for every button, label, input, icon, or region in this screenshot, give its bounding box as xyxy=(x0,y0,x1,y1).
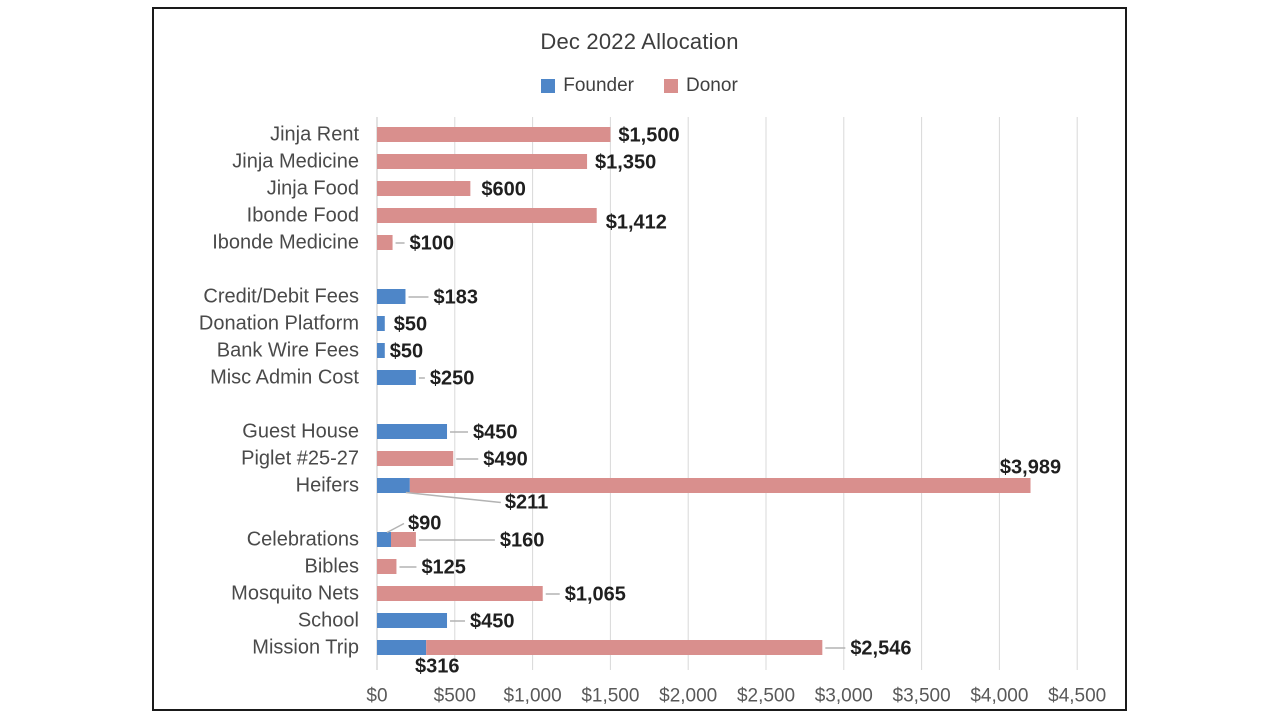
legend-label-donor: Donor xyxy=(686,75,738,96)
value-label-founder-credit-debit-fees: $183 xyxy=(433,287,478,309)
bar-founder-heifers xyxy=(377,478,410,493)
category-label-ibonde-food: Ibonde Food xyxy=(247,205,359,227)
bar-donor-celebrations xyxy=(391,532,416,547)
legend-item-founder: Founder xyxy=(541,75,634,97)
value-label-founder-misc-admin-cost: $250 xyxy=(430,368,475,390)
bar-founder-misc-admin-cost xyxy=(377,370,416,385)
value-label-donor-jinja-rent: $1,500 xyxy=(618,125,679,147)
bar-donor-ibonde-medicine xyxy=(377,235,393,250)
leader-line xyxy=(405,491,501,504)
x-tick-label: $1,500 xyxy=(581,686,639,706)
chart-frame: Dec 2022 Allocation Founder Donor $0 $500… xyxy=(152,7,1127,711)
category-label-donation-platform: Donation Platform xyxy=(199,313,359,335)
category-label-jinja-medicine: Jinja Medicine xyxy=(232,151,359,173)
bar-founder-guest-house xyxy=(377,424,448,439)
category-label-celebrations: Celebrations xyxy=(247,529,359,551)
x-tick-label: $4,000 xyxy=(970,686,1028,706)
value-label-founder-school: $450 xyxy=(470,611,515,633)
x-tick-label: $0 xyxy=(366,686,387,706)
bar-donor-mission-trip xyxy=(426,640,823,655)
bar-founder-donation-platform xyxy=(377,316,385,331)
value-label-donor-celebrations: $160 xyxy=(500,530,545,552)
category-label-mosquito-nets: Mosquito Nets xyxy=(231,583,359,605)
value-label-donor-bibles: $125 xyxy=(421,557,466,579)
bar-donor-heifers xyxy=(409,478,1031,493)
bar-founder-bank-wire-fees xyxy=(377,343,385,358)
value-label-donor-piglet-25-27: $490 xyxy=(483,449,528,471)
value-label-founder-heifers: $211 xyxy=(505,492,548,514)
x-tick-label: $3,500 xyxy=(893,686,951,706)
founder-swatch-icon xyxy=(541,79,556,93)
value-label-donor-ibonde-medicine: $100 xyxy=(410,233,455,255)
bar-donor-piglet-25-27 xyxy=(377,451,454,466)
x-tick-label: $2,000 xyxy=(659,686,717,706)
bar-donor-bibles xyxy=(377,559,397,574)
value-label-donor-mosquito-nets: $1,065 xyxy=(565,584,626,606)
value-label-founder-donation-platform: $50 xyxy=(394,314,427,336)
bar-donor-mosquito-nets xyxy=(377,586,543,601)
category-label-jinja-rent: Jinja Rent xyxy=(270,124,359,146)
category-label-mission-trip: Mission Trip xyxy=(252,637,359,659)
chart-legend: Founder Donor xyxy=(154,75,1125,97)
category-label-heifers: Heifers xyxy=(296,475,359,497)
category-label-school: School xyxy=(298,610,359,632)
category-label-jinja-food: Jinja Food xyxy=(267,178,359,200)
value-label-donor-heifers: $3,989 xyxy=(1000,457,1061,479)
value-label-donor-jinja-food: $600 xyxy=(481,179,526,201)
category-label-guest-house: Guest House xyxy=(242,421,359,443)
value-label-donor-ibonde-food: $1,412 xyxy=(606,212,667,234)
donor-swatch-icon xyxy=(664,79,679,93)
value-label-founder-mission-trip: $316 xyxy=(415,656,460,678)
bar-founder-mission-trip xyxy=(377,640,427,655)
value-label-founder-guest-house: $450 xyxy=(473,422,518,444)
legend-item-donor: Donor xyxy=(664,75,738,97)
value-label-donor-jinja-medicine: $1,350 xyxy=(595,152,656,174)
value-label-founder-bank-wire-fees: $50 xyxy=(390,341,423,363)
chart-title: Dec 2022 Allocation xyxy=(540,29,739,54)
category-label-ibonde-medicine: Ibonde Medicine xyxy=(212,232,359,254)
category-label-bibles: Bibles xyxy=(305,556,359,578)
bar-founder-school xyxy=(377,613,448,628)
bar-donor-ibonde-food xyxy=(377,208,597,223)
x-tick-label: $1,000 xyxy=(504,686,562,706)
bar-donor-jinja-food xyxy=(377,181,471,196)
category-label-bank-wire-fees: Bank Wire Fees xyxy=(217,340,359,362)
bar-founder-celebrations xyxy=(377,532,392,547)
value-label-founder-celebrations: $90 xyxy=(408,513,441,535)
category-label-credit-debit-fees: Credit/Debit Fees xyxy=(203,286,359,308)
bar-plot: $0 $500 $1,000 $1,500 $2,000 $2,500 $3,000 $3,5… xyxy=(199,117,1106,706)
x-tick-label: $2,500 xyxy=(737,686,795,706)
value-label-donor-mission-trip: $2,546 xyxy=(850,638,911,660)
bar-founder-credit-debit-fees xyxy=(377,289,406,304)
x-tick-label: $3,000 xyxy=(815,686,873,706)
category-label-misc-admin-cost: Misc Admin Cost xyxy=(210,367,359,389)
category-label-piglet-25-27: Piglet #25-27 xyxy=(241,448,359,470)
x-tick-label: $4,500 xyxy=(1048,686,1106,706)
bar-donor-jinja-rent xyxy=(377,127,611,142)
leader-line xyxy=(386,522,405,534)
bar-donor-jinja-medicine xyxy=(377,154,588,169)
x-tick-label: $500 xyxy=(434,686,476,706)
legend-label-founder: Founder xyxy=(563,75,635,96)
